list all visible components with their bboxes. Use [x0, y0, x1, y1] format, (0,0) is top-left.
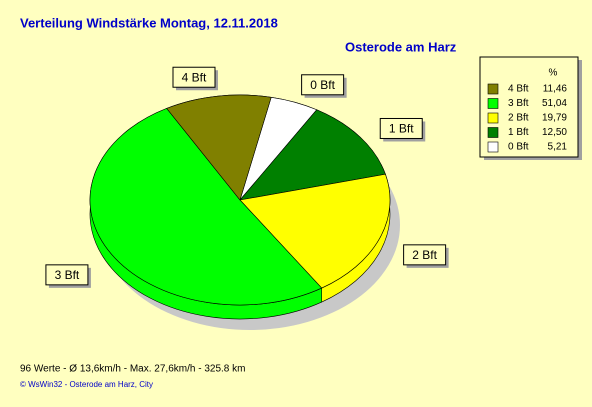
legend-label: 1 Bft	[508, 127, 529, 138]
slice	[89, 108, 323, 306]
legend-swatch	[487, 112, 499, 124]
slice	[166, 94, 272, 201]
slice-label: 1 Bft	[389, 122, 414, 136]
legend-value: 11,46	[543, 84, 568, 95]
footer: 96 Werte - Ø 13,6km/h - Max. 27,6km/h - …	[20, 364, 245, 375]
pie: 0 Bft 1 Bft 2 Bft 3 Bft 4 Bft	[45, 66, 449, 320]
label-box	[403, 244, 447, 266]
slice	[239, 173, 391, 289]
legend-value: 51,04	[542, 98, 567, 109]
legend-value: 12,50	[542, 127, 567, 138]
label-box	[45, 264, 89, 286]
legend-label: 0 Bft	[508, 142, 529, 153]
legend-swatch	[487, 98, 499, 109]
slice-label: 4 Bft	[182, 70, 207, 84]
legend-swatch	[487, 127, 499, 138]
legend-label: 4 Bft	[508, 84, 529, 95]
slice	[239, 109, 386, 201]
credit: © WsWin32 - Osterode am Harz, City	[20, 380, 153, 389]
legend: % 4 Bft 11,46 3 Bft 51,04 2 Bft 19,79 1 Bft 12,5…	[487, 68, 568, 153]
legend-label: 2 Bft	[508, 113, 529, 124]
legend-swatch	[487, 83, 499, 95]
slice-label: 2 Bft	[412, 248, 437, 262]
legend-title: %	[549, 68, 558, 79]
chart-title: Verteilung Windstärke Montag, 12.11.2018	[20, 15, 278, 30]
slice-label: 0 Bft	[310, 78, 335, 92]
legend-value: 5,21	[548, 142, 568, 153]
label-box	[172, 66, 216, 88]
chart-subtitle: Osterode am Harz	[345, 39, 457, 54]
label-box	[379, 117, 423, 139]
legend-value: 19,79	[542, 113, 567, 124]
label-box	[301, 74, 345, 96]
slice-label: 3 Bft	[55, 268, 80, 282]
legend-label: 3 Bft	[508, 98, 529, 109]
legend-swatch	[487, 141, 499, 153]
